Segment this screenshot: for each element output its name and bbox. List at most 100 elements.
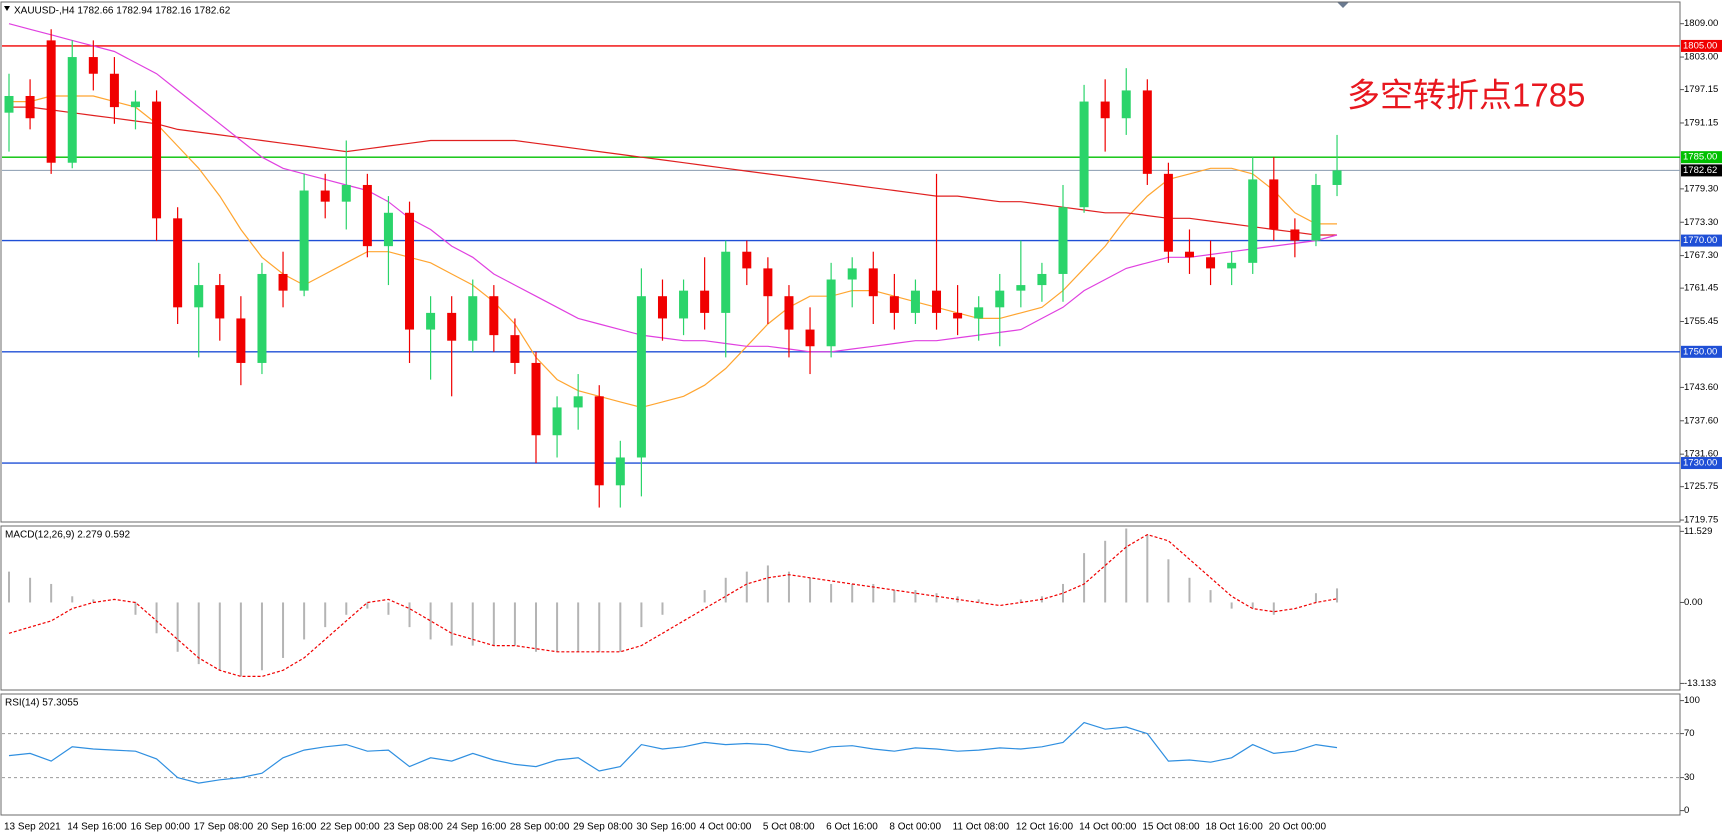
y-tick-label: 0	[1684, 805, 1689, 816]
y-tick-label: 11.529	[1684, 526, 1712, 537]
candle-body	[426, 312, 436, 330]
candle-body	[173, 218, 183, 308]
panel-title: XAUUSD-,H4 1782.66 1782.94 1782.16 1782.…	[14, 6, 231, 17]
candle-body	[847, 268, 857, 280]
level-tag	[1681, 345, 1722, 358]
candle-body	[552, 407, 562, 436]
level-label: 1785.00	[1683, 152, 1717, 163]
candle-body	[805, 329, 815, 347]
candle-body	[25, 95, 35, 119]
y-tick-label: 1737.60	[1684, 415, 1718, 426]
candle-body	[763, 268, 773, 297]
y-tick-label: 1809.00	[1684, 18, 1718, 29]
candle-body	[236, 318, 246, 363]
candle-body	[1269, 179, 1279, 230]
indicator-line	[8, 23, 1338, 353]
panel-frame	[0, 693, 1681, 816]
y-tick-label: 70	[1684, 728, 1695, 739]
candle-body	[594, 396, 604, 486]
candle-body	[932, 290, 942, 313]
last-price-tag	[1681, 164, 1722, 177]
level-tag	[1681, 39, 1722, 52]
x-tick-label: 13 Sep 2021	[4, 822, 61, 833]
level-tag	[1681, 234, 1722, 247]
x-tick-label: 18 Oct 16:00	[1206, 822, 1264, 833]
x-tick-label: 6 Oct 16:00	[826, 822, 878, 833]
candle-body	[1163, 173, 1173, 252]
candle-body	[742, 251, 752, 269]
level-label: 1805.00	[1683, 40, 1717, 51]
candle-body	[362, 184, 372, 247]
candle-body	[405, 212, 415, 330]
candle-body	[1332, 170, 1342, 185]
candle-body	[1227, 262, 1237, 269]
candle-body	[636, 296, 646, 458]
annotation: 多空转折点1785	[1347, 77, 1585, 114]
level-label: 1750.00	[1683, 346, 1717, 357]
candle-body	[510, 335, 520, 363]
candle-body	[1142, 90, 1152, 174]
x-tick-label: 11 Oct 08:00	[953, 822, 1010, 833]
candle-body	[257, 273, 267, 363]
y-tick-label: 1797.15	[1684, 84, 1718, 95]
y-tick-label: 1803.00	[1684, 52, 1718, 63]
panel-title: MACD(12,26,9) 2.279 0.592	[5, 530, 131, 541]
y-tick-label: 1719.75	[1684, 515, 1718, 526]
candle-body	[1121, 90, 1131, 119]
panel-frame	[0, 1, 1681, 523]
candle-body	[531, 362, 541, 436]
x-tick-label: 22 Sep 00:00	[320, 822, 380, 833]
candle-body	[1311, 184, 1321, 241]
panel-frame	[0, 525, 1681, 691]
x-tick-label: 14 Sep 16:00	[67, 822, 127, 833]
y-tick-label: -13.133	[1684, 678, 1716, 689]
x-tick-label: 20 Oct 00:00	[1269, 822, 1327, 833]
candle-body	[447, 312, 457, 341]
indicator-line	[9, 106, 1337, 236]
candle-body	[109, 73, 119, 108]
x-tick-label: 16 Sep 00:00	[130, 822, 190, 833]
candle-body	[278, 273, 288, 291]
candle-body	[468, 296, 478, 341]
level-label: 1730.00	[1683, 458, 1717, 469]
menu-triangle	[4, 6, 10, 11]
panel-title: RSI(14) 57.3055	[5, 698, 79, 709]
candle-body	[46, 40, 56, 163]
y-tick-label: 1779.30	[1684, 183, 1718, 194]
candle-body	[721, 251, 731, 313]
level-label: 1770.00	[1683, 235, 1717, 246]
candle-body	[889, 296, 899, 313]
y-tick-label: 1731.60	[1684, 449, 1718, 460]
y-tick-label: 100	[1684, 695, 1700, 706]
last-price-label: 1782.62	[1683, 165, 1717, 176]
x-tick-label: 20 Sep 16:00	[257, 822, 317, 833]
candle-body	[1079, 101, 1089, 208]
candle-body	[974, 307, 984, 319]
candle-body	[679, 290, 689, 319]
x-tick-label: 17 Sep 08:00	[194, 822, 254, 833]
candle-body	[910, 290, 920, 313]
y-tick-label: 1791.15	[1684, 117, 1718, 128]
candle-body	[1058, 207, 1068, 274]
level-tag	[1681, 151, 1722, 164]
y-tick-label: 1755.45	[1684, 316, 1718, 327]
candle-body	[700, 290, 710, 313]
x-tick-label: 28 Sep 00:00	[510, 822, 570, 833]
scroll-marker	[1337, 2, 1349, 8]
y-tick-label: 1743.60	[1684, 382, 1718, 393]
candle-body	[320, 190, 330, 202]
candle-body	[4, 95, 14, 113]
x-tick-label: 29 Sep 08:00	[573, 822, 633, 833]
x-tick-label: 30 Sep 16:00	[636, 822, 696, 833]
candle-body	[299, 190, 309, 291]
candle-body	[383, 212, 393, 247]
candle-body	[573, 396, 583, 408]
candle-body	[868, 268, 878, 297]
candle-body	[784, 296, 794, 330]
candle-body	[194, 285, 204, 308]
y-tick-label: 1725.75	[1684, 481, 1718, 492]
indicator-line	[8, 721, 1338, 784]
